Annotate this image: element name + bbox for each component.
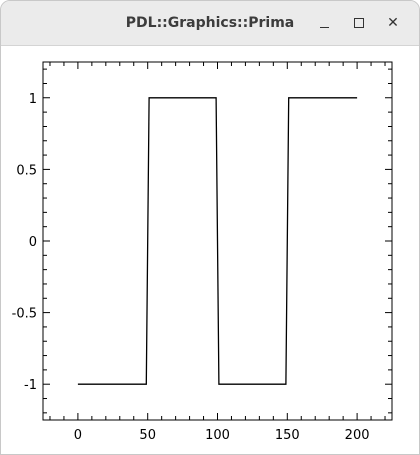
- y-tick-label: 1: [29, 92, 37, 107]
- x-tick-label: 200: [345, 428, 370, 443]
- y-tick-label: -1: [24, 378, 37, 393]
- close-icon: ✕: [387, 15, 399, 31]
- series-line: [77, 97, 358, 385]
- minimize-button[interactable]: [312, 12, 336, 34]
- window-title: PDL::Graphics::Prima: [125, 15, 295, 31]
- maximize-icon: [354, 18, 364, 28]
- y-tick-label: 0: [29, 235, 37, 250]
- line-chart: 0 50 100 150 200 1 0.5 0 -0.5 -1: [12, 61, 393, 443]
- y-tick-label: -0.5: [12, 307, 37, 322]
- x-tick-label: 100: [205, 428, 230, 443]
- y-tick-label: 0.5: [16, 163, 37, 178]
- close-button[interactable]: ✕: [381, 12, 405, 34]
- minimize-icon: [319, 27, 329, 28]
- x-tick-label: 50: [139, 428, 156, 443]
- plot-canvas: 0 50 100 150 200 1 0.5 0 -0.5 -1: [1, 46, 419, 454]
- maximize-button[interactable]: [347, 12, 371, 34]
- title-bar[interactable]: PDL::Graphics::Prima ✕: [1, 1, 419, 46]
- x-tick-label: 150: [275, 428, 300, 443]
- x-tick-label: 0: [74, 428, 82, 443]
